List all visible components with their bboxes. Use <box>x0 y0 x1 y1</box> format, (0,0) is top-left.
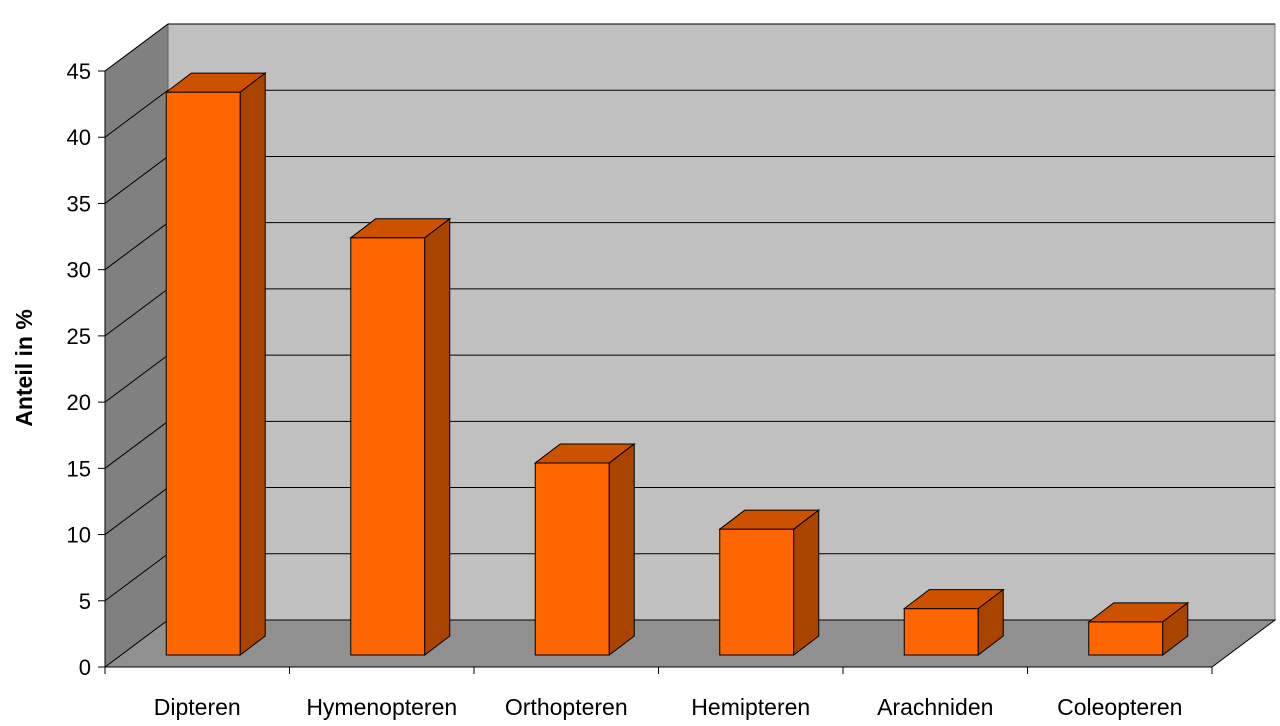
gridline-side <box>104 89 169 138</box>
bar-front <box>719 528 795 656</box>
side-wall <box>104 23 169 668</box>
x-category-label: Arachniden <box>877 694 993 720</box>
bar-front <box>165 91 241 656</box>
gridline-side <box>104 354 169 403</box>
y-tick-label: 35 <box>67 191 91 216</box>
bar-front <box>350 237 426 656</box>
y-tick-label: 30 <box>67 258 91 283</box>
y-tick-label: 15 <box>67 456 91 481</box>
y-axis-title: Anteil in % <box>11 309 37 427</box>
bar-orthopteren <box>533 442 636 657</box>
bar-hemipteren <box>718 509 821 657</box>
x-category-label: Hemipteren <box>691 694 810 720</box>
gridline-side <box>104 420 169 469</box>
gridline-side <box>104 553 169 602</box>
chart-walls <box>103 23 1277 668</box>
bar-front <box>1088 621 1164 656</box>
y-tick-label: 0 <box>79 655 91 680</box>
y-tick-label: 25 <box>67 324 91 349</box>
x-category-labels: Dipteren Hymenopteren Orthopteren Hemiptere… <box>154 694 1183 720</box>
gridline-side <box>104 288 169 337</box>
gridline-side <box>104 222 169 271</box>
bar-dipteren <box>164 72 267 657</box>
y-tick-label: 5 <box>79 589 91 614</box>
axes <box>98 70 1213 674</box>
y-tick-label: 20 <box>67 390 91 415</box>
x-category-label: Orthopteren <box>505 694 628 720</box>
gridline-side <box>104 23 169 72</box>
x-category-label: Hymenopteren <box>306 694 457 720</box>
bar-arachniden <box>902 588 1005 657</box>
bar-side <box>239 72 266 657</box>
y-tick-label: 45 <box>67 59 91 84</box>
gridline-side <box>104 156 169 204</box>
y-tick-label: 10 <box>67 523 91 548</box>
bar-side <box>608 442 635 657</box>
bar-coleopteren <box>1087 601 1190 657</box>
x-category-label: Coleopteren <box>1057 694 1182 720</box>
bar-front <box>534 462 610 656</box>
y-tick-label: 40 <box>67 125 91 150</box>
gridline-side <box>104 487 169 535</box>
y-tick-labels: 0 5 10 15 20 25 30 35 40 45 <box>67 59 91 680</box>
bar-side <box>977 588 1004 657</box>
bar-front <box>903 608 979 656</box>
bars <box>164 72 1190 657</box>
x-category-label: Dipteren <box>154 694 241 720</box>
bar-side <box>424 217 451 657</box>
bar-side <box>1162 601 1189 657</box>
bar-hymenopteren <box>349 217 452 657</box>
bar-side <box>793 509 820 657</box>
